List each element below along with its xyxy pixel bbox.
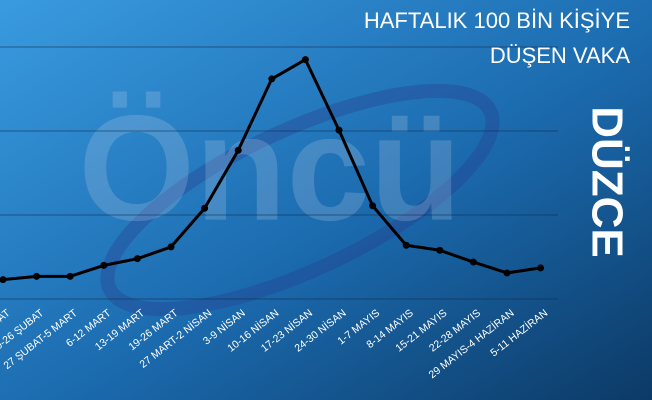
side-label: DÜZCE (582, 106, 631, 258)
data-point (469, 258, 477, 266)
watermark: Öncü (78, 84, 461, 252)
logo-swoosh (100, 83, 500, 317)
data-point (537, 264, 545, 272)
data-point (234, 146, 242, 154)
data-point (0, 276, 7, 284)
data-point (201, 204, 209, 212)
grid (0, 46, 558, 300)
data-point (301, 56, 309, 64)
chart-title: DÜŞEN VAKA (490, 43, 631, 68)
chart-title: HAFTALIK 100 BİN KİŞİYE (364, 8, 630, 33)
data-point (33, 272, 41, 280)
data-point (100, 261, 108, 269)
data-point (133, 255, 141, 263)
data-point (268, 75, 276, 83)
data-point (402, 241, 410, 249)
data-point (369, 202, 377, 210)
data-point (335, 126, 343, 134)
data-point (503, 269, 511, 277)
data-point (66, 272, 74, 280)
data-point (167, 243, 175, 251)
data-point (436, 246, 444, 254)
